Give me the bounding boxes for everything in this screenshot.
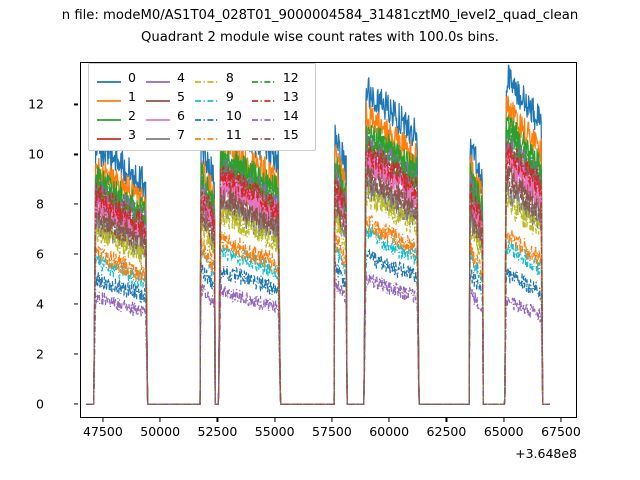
y-tick-label: 0	[36, 396, 44, 412]
legend-color-swatch	[251, 130, 277, 142]
series-line	[86, 124, 550, 405]
legend-color-swatch	[251, 92, 277, 104]
y-tick-label: 4	[36, 296, 44, 312]
legend-color-swatch	[194, 130, 220, 142]
legend-entry[interactable]: 12	[251, 69, 308, 88]
x-tick-mark	[159, 418, 161, 422]
legend-entry[interactable]: 6	[145, 107, 194, 126]
legend-color-swatch	[194, 92, 220, 104]
legend-label: 14	[282, 108, 299, 124]
series-line	[86, 165, 550, 405]
x-tick-mark	[274, 418, 276, 422]
legend-label: 6	[176, 108, 185, 124]
y-tick-mark	[74, 253, 78, 255]
legend-label: 5	[176, 89, 185, 105]
x-tick-mark	[560, 418, 562, 422]
y-tick-mark	[74, 403, 78, 405]
legend-color-swatch	[251, 73, 277, 85]
x-tick-mark	[216, 418, 218, 422]
legend-entry[interactable]: 8	[194, 69, 251, 88]
figure-suptitle: n file: modeM0/AS1T04_028T01_9000004584_…	[61, 8, 579, 23]
y-tick-mark	[74, 203, 78, 205]
x-tick-mark	[388, 418, 390, 422]
chart-legend[interactable]: 0 1 2 3 4 5 6 7 8 9 10 11 12 13 14 15	[88, 63, 316, 151]
legend-entry[interactable]: 4	[145, 69, 194, 88]
x-tick-mark	[445, 418, 447, 422]
legend-column: 0 1 2 3	[96, 69, 145, 145]
x-tick-label: 57500	[312, 424, 352, 439]
legend-entry[interactable]: 7	[145, 126, 194, 145]
x-tick-mark	[331, 418, 333, 422]
y-tick-mark	[74, 353, 78, 355]
y-tick-label: 6	[36, 246, 44, 262]
y-axis-ticks: 0 2 4 6 8 10 12	[0, 62, 78, 418]
legend-label: 11	[225, 127, 242, 143]
legend-label: 7	[176, 127, 185, 143]
legend-column: 4 5 6 7	[145, 69, 194, 145]
legend-entry[interactable]: 9	[194, 88, 251, 107]
plot-area	[80, 62, 577, 418]
x-tick-label: 52500	[197, 424, 238, 439]
legend-label: 15	[282, 127, 299, 143]
legend-label: 10	[225, 108, 242, 124]
legend-color-swatch	[145, 73, 171, 85]
legend-entry[interactable]: 5	[145, 88, 194, 107]
legend-label: 9	[225, 89, 234, 105]
legend-entry[interactable]: 15	[251, 126, 308, 145]
legend-label: 13	[282, 89, 299, 105]
x-tick-mark	[503, 418, 505, 422]
legend-color-swatch	[194, 73, 220, 85]
x-axis-offset-text: +3.648e8	[515, 446, 577, 461]
legend-color-swatch	[194, 111, 220, 123]
legend-column: 12 13 14 15	[251, 69, 308, 145]
x-axis-ticks: 47500 50000 52500 55000 57500 60000 62500 65000…	[80, 424, 581, 444]
series-line	[86, 224, 550, 405]
x-tick-label: 47500	[83, 424, 123, 439]
x-tick-mark	[102, 418, 104, 422]
chart-lines	[86, 64, 550, 405]
legend-label: 3	[128, 127, 136, 143]
legend-color-swatch	[96, 130, 122, 142]
legend-label: 1	[128, 89, 136, 105]
y-tick-label: 8	[36, 196, 44, 212]
legend-entry[interactable]: 14	[251, 107, 308, 126]
legend-entry[interactable]: 1	[96, 88, 145, 107]
legend-entry[interactable]: 2	[96, 107, 145, 126]
x-tick-label: 60000	[369, 424, 410, 439]
legend-color-swatch	[145, 111, 171, 123]
legend-entry[interactable]: 10	[194, 107, 251, 126]
series-line	[86, 271, 550, 405]
legend-label: 4	[176, 70, 185, 86]
legend-color-swatch	[251, 111, 277, 123]
chart-title: Quadrant 2 module wise count rates with …	[141, 30, 499, 45]
legend-label: 12	[282, 70, 299, 86]
y-tick-mark	[74, 103, 78, 106]
y-tick-mark	[74, 153, 78, 155]
x-tick-label: 55000	[254, 424, 295, 439]
legend-label: 0	[128, 70, 136, 86]
legend-label: 8	[225, 70, 234, 86]
legend-color-swatch	[96, 92, 122, 104]
legend-entry[interactable]: 13	[251, 88, 308, 107]
legend-entry[interactable]: 11	[194, 126, 251, 145]
legend-color-swatch	[96, 73, 122, 85]
legend-entry[interactable]: 0	[96, 69, 145, 88]
y-tick-label: 12	[28, 96, 44, 112]
legend-color-swatch	[96, 111, 122, 123]
legend-color-swatch	[145, 130, 171, 142]
x-tick-label: 50000	[140, 424, 181, 439]
legend-entry[interactable]: 3	[96, 126, 145, 145]
y-tick-label: 10	[28, 146, 44, 162]
legend-color-swatch	[145, 92, 171, 104]
y-tick-label: 2	[36, 346, 44, 362]
x-tick-label: 65000	[483, 424, 524, 439]
legend-column: 8 9 10 11	[194, 69, 251, 145]
x-tick-label: 67500	[541, 424, 581, 439]
x-tick-label: 62500	[426, 424, 467, 439]
legend-label: 2	[128, 108, 136, 124]
legend-grid: 0 1 2 3 4 5 6 7 8 9 10 11 12 13 14 15	[96, 69, 308, 145]
y-tick-mark	[74, 303, 78, 305]
